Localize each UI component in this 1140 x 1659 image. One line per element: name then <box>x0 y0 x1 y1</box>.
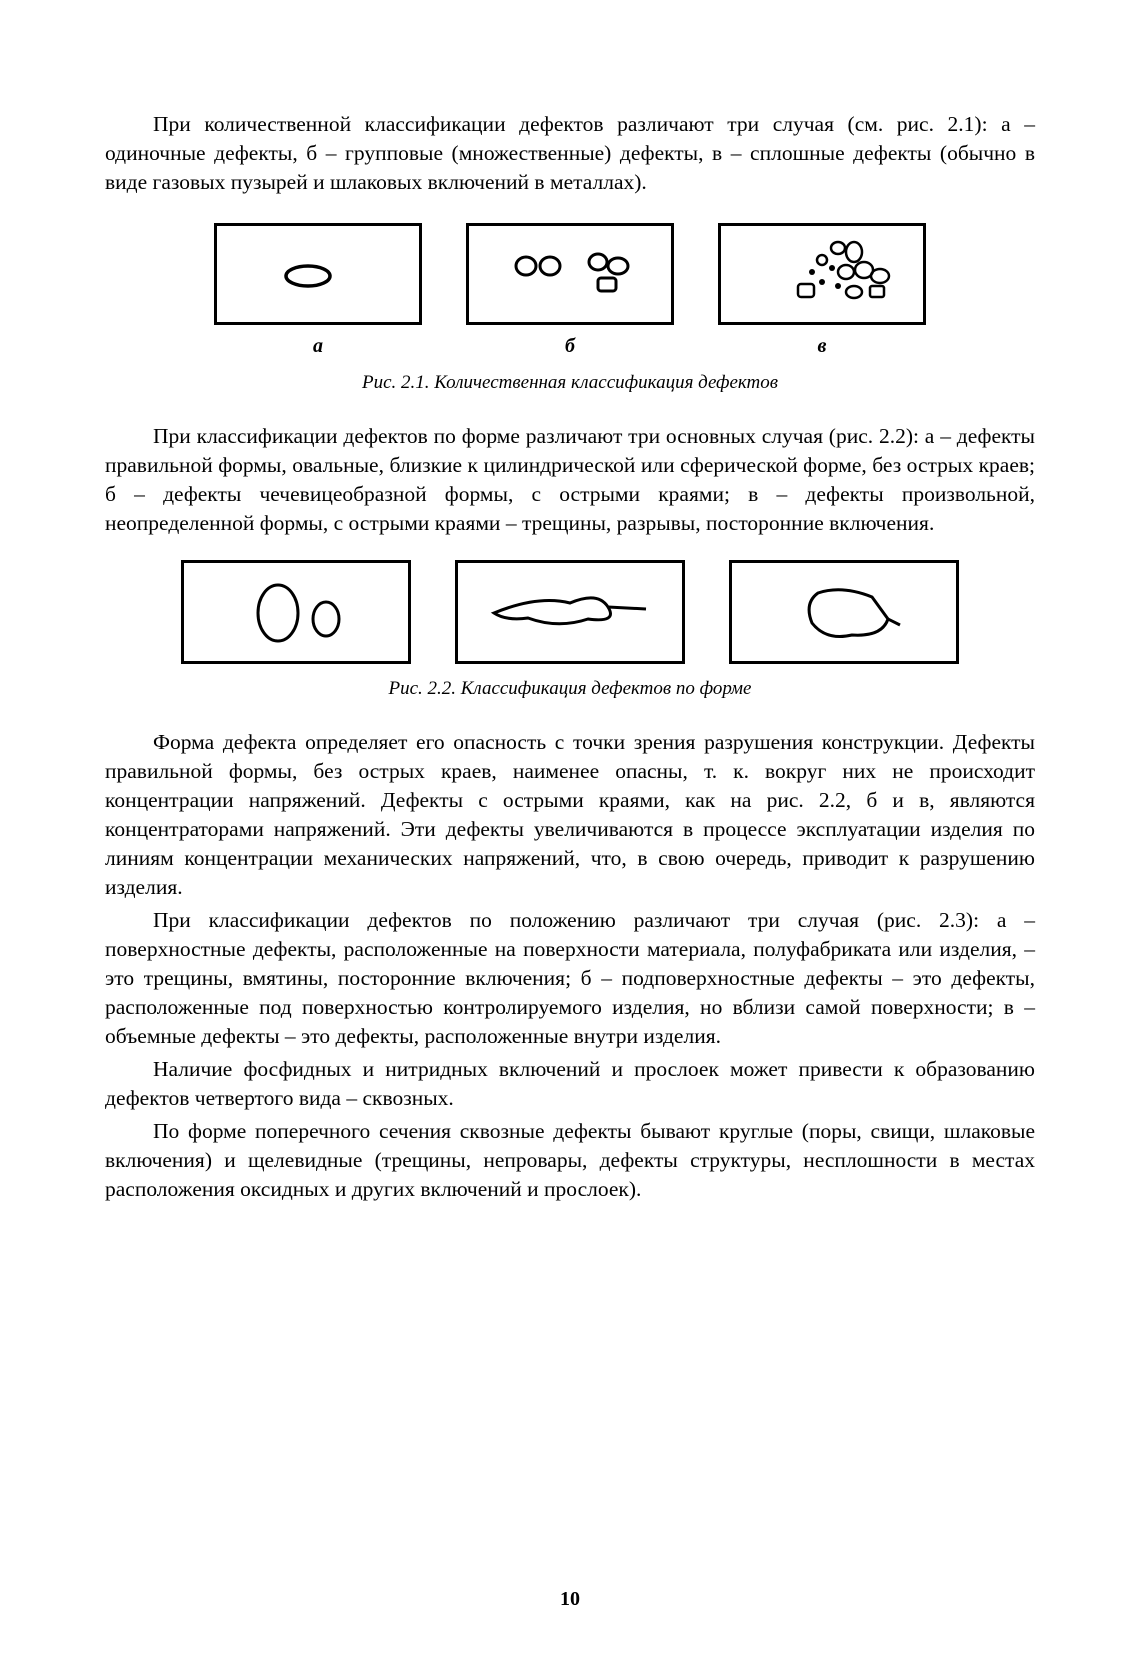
fig22-box-a <box>181 560 411 664</box>
defect-irregular-shape-icon <box>732 563 956 661</box>
defect-single-icon <box>218 226 418 322</box>
fig21-caption: Рис. 2.1. Количественная классификация д… <box>105 372 1035 394</box>
fig22-box-c <box>729 560 959 664</box>
figure-2-2 <box>105 560 1035 664</box>
defect-group-icon <box>470 226 670 322</box>
fig21-box-a <box>214 223 422 325</box>
paragraph-2: При классификации дефектов по форме разл… <box>105 422 1035 538</box>
fig21-box-c <box>718 223 926 325</box>
fig21-label-a: а <box>214 335 422 358</box>
fig21-labels: а б в <box>105 335 1035 358</box>
fig21-label-c: в <box>718 335 926 358</box>
page-number: 10 <box>0 1588 1140 1611</box>
paragraph-4: При классификации дефектов по положению … <box>105 906 1035 1051</box>
paragraph-5: Наличие фосфидных и нитридных включений … <box>105 1055 1035 1113</box>
defect-lenticular-shape-icon <box>458 563 682 661</box>
fig21-label-b: б <box>466 335 674 358</box>
paragraph-3: Форма дефекта определяет его опасность с… <box>105 728 1035 902</box>
fig22-caption: Рис. 2.2. Классификация дефектов по форм… <box>105 678 1035 700</box>
fig21-box-b <box>466 223 674 325</box>
paragraph-1: При количественной классификации дефекто… <box>105 110 1035 197</box>
fig22-box-b <box>455 560 685 664</box>
defect-continuous-icon <box>722 226 922 322</box>
paragraph-6: По форме поперечного сечения сквозные де… <box>105 1117 1035 1204</box>
figure-2-1 <box>105 223 1035 325</box>
defect-regular-shape-icon <box>184 563 408 661</box>
